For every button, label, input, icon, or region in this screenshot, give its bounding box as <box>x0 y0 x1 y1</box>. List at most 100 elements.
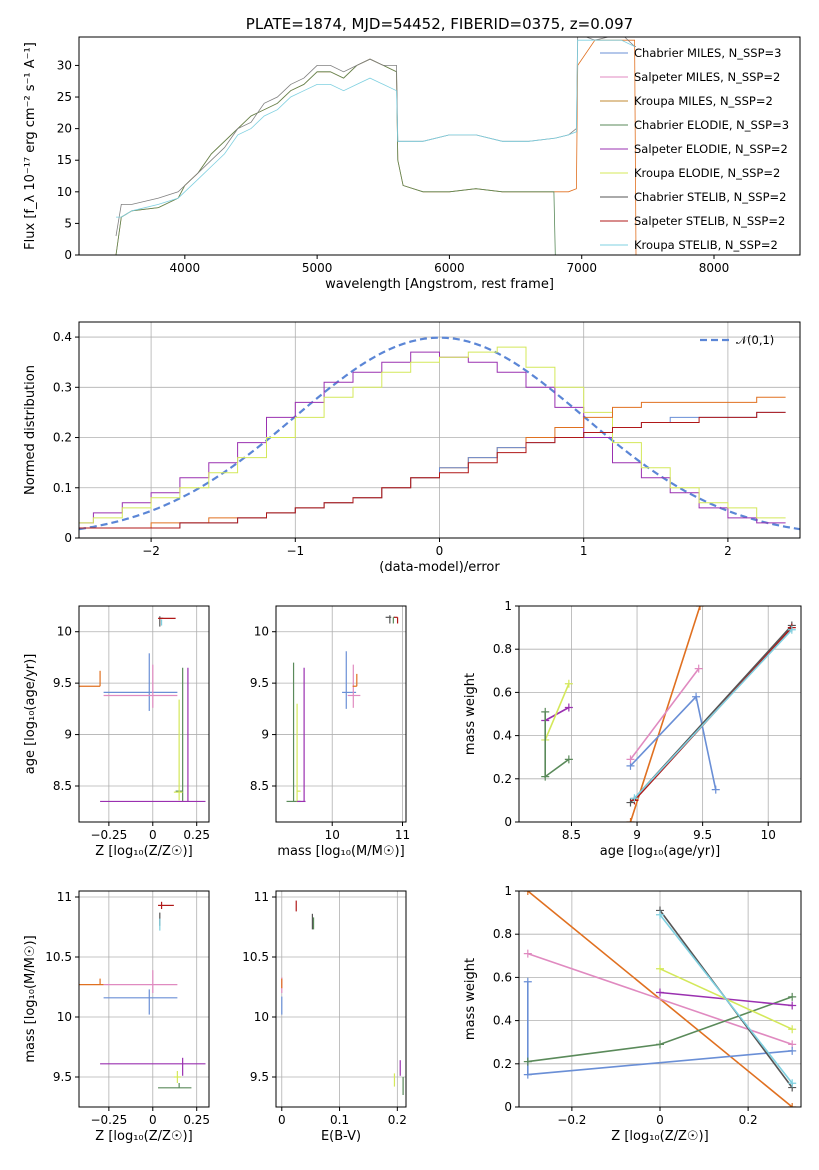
weight-vs-age-ytick-label: 0.2 <box>493 772 512 786</box>
weight-vs-Z-ylabel: mass weight <box>463 958 478 1040</box>
residuals-ytick-label: 0.2 <box>53 431 72 445</box>
weight-vs-Z-axes-frame <box>518 890 802 1108</box>
weight-vs-age-weight-point <box>630 794 639 803</box>
age-vs-Z-ytick-label: 8.5 <box>53 779 72 793</box>
spectrum-plot-area <box>115 37 637 255</box>
age-vs-Z-xlabel: Z [log₁₀(Z/Z☉)] <box>95 844 192 859</box>
weight-vs-age-weight-line <box>633 629 793 799</box>
mass-vs-Z-ylabel: mass [log₁₀(M/M☉)] <box>23 935 38 1062</box>
spectrum-xtick-label: 8000 <box>699 261 730 275</box>
spectrum-ylabel: Flux [f_λ 10⁻¹⁷ erg cm⁻² s⁻¹ A⁻¹] <box>23 42 38 250</box>
mass-vs-Z-xlabel: Z [log₁₀(Z/Z☉)] <box>95 1129 192 1144</box>
weight-vs-Z-ytick-label: 0.8 <box>493 927 512 941</box>
weight-vs-age-ytick-label: 0.6 <box>493 685 512 699</box>
weight-vs-Z-xtick-label: 0.2 <box>739 1113 758 1127</box>
weight-vs-age-weight-line <box>544 706 570 722</box>
weight-vs-age-weight-point <box>694 664 703 673</box>
mass-vs-Z-axes-frame <box>78 890 210 1108</box>
age-vs-mass-ytick-label: 8.5 <box>250 779 269 793</box>
age-vs-mass-axes-frame <box>275 605 407 823</box>
weight-vs-Z-weight-point <box>788 1079 797 1088</box>
age-vs-Z-xtick-label: 0 <box>149 828 157 842</box>
mass-vs-Z-xtick-label: 0.25 <box>183 1113 210 1127</box>
residuals-histogram-step <box>79 351 786 524</box>
legend-label: Salpeter ELODIE, N_SSP=2 <box>634 142 788 156</box>
spectrum-ytick-label: 5 <box>64 216 72 230</box>
age-vs-mass-ytick-label: 9 <box>261 728 269 742</box>
residuals-ytick-label: 0 <box>64 531 72 545</box>
spectrum-ytick-label: 10 <box>57 185 72 199</box>
mass-vs-ebv-ytick-label: 9.5 <box>250 1070 269 1084</box>
age-vs-Z-ytick-label: 10 <box>57 625 72 639</box>
mass-vs-ebv-xtick-label: 0.1 <box>330 1113 349 1127</box>
weight-vs-age-weight-point <box>696 606 705 610</box>
legend-label: Kroupa MILES, N_SSP=2 <box>634 94 773 108</box>
residuals-xtick-label: −1 <box>286 544 304 558</box>
weight-vs-Z-ytick-label: 0 <box>504 1100 512 1114</box>
weight-vs-age-weight-point <box>564 679 573 688</box>
residuals-histogram-step <box>79 411 786 529</box>
weight-vs-Z-ytick-label: 0.2 <box>493 1057 512 1071</box>
mass-vs-ebv-xtick-label: 0 <box>278 1113 286 1127</box>
age-vs-Z-ylabel: age [log₁₀(age/yr)] <box>23 654 38 775</box>
weight-vs-Z-weight-line <box>659 914 793 1084</box>
weight-vs-Z-weight-point <box>656 910 664 919</box>
residuals-xtick-label: 1 <box>580 544 588 558</box>
age-vs-Z-xtick-label: −0.25 <box>90 828 127 842</box>
weight-vs-age-xtick-label: 10 <box>761 828 776 842</box>
weight-vs-Z-weight-point <box>523 949 532 958</box>
mass-vs-ebv-xlabel: E(B-V) <box>321 1129 361 1144</box>
weight-vs-age-weight-point <box>626 755 635 764</box>
weight-vs-age-weight-point <box>541 707 550 716</box>
weight-vs-age-ytick-label: 1 <box>504 599 512 613</box>
weight-vs-Z-weight-point <box>523 1057 532 1066</box>
spectrum-xtick-label: 6000 <box>434 261 465 275</box>
weight-vs-age-weight-point <box>564 755 573 764</box>
weight-vs-Z-plot-area <box>519 891 801 1107</box>
legend-label: Salpeter STELIB, N_SSP=2 <box>634 214 785 228</box>
weight-vs-Z-xtick-label: −0.2 <box>557 1113 586 1127</box>
age-vs-Z-xtick-label: 0.25 <box>183 828 210 842</box>
weight-vs-Z-ytick-label: 1 <box>504 884 512 898</box>
age-vs-mass-xtick-label: 11 <box>395 828 410 842</box>
age-vs-mass-plot-area <box>276 606 406 822</box>
weight-vs-age-weight-point <box>692 692 701 701</box>
residuals-axes-frame <box>78 321 801 539</box>
weight-vs-Z-weight-point <box>523 891 532 895</box>
age-vs-mass-xlabel: mass [log₁₀(M/M☉)] <box>277 844 404 859</box>
residuals-ytick-label: 0.1 <box>53 481 72 495</box>
spectrum-spectrum-line <box>115 39 637 255</box>
mass-vs-Z-plot-area <box>79 891 209 1107</box>
legend-label: Chabrier ELODIE, N_SSP=3 <box>634 118 789 132</box>
weight-vs-Z-ytick-label: 0.4 <box>493 1014 512 1028</box>
normal-legend-label: 𝒩(0,1) <box>736 333 774 347</box>
residuals-xlabel: (data-model)/error <box>379 560 500 575</box>
weight-vs-age-xtick-label: 8.5 <box>562 828 581 842</box>
weight-vs-Z-xlabel: Z [log₁₀(Z/Z☉)] <box>611 1129 708 1144</box>
mass-vs-Z-xtick-label: −0.25 <box>90 1113 127 1127</box>
spectrum-spectrum-line <box>115 58 556 255</box>
age-vs-Z-plot-area <box>79 606 209 822</box>
mass-vs-Z-ytick-label: 10.5 <box>45 950 72 964</box>
mass-vs-ebv-plot-area <box>276 891 406 1107</box>
mass-vs-Z-xtick-label: 0 <box>149 1113 157 1127</box>
spectrum-xtick-label: 7000 <box>566 261 597 275</box>
weight-vs-Z-weight-point <box>656 1040 664 1049</box>
weight-vs-age-xtick-label: 9.5 <box>693 828 712 842</box>
legend-label: Kroupa ELODIE, N_SSP=2 <box>634 166 780 180</box>
weight-vs-Z-xtick-label: 0 <box>656 1113 664 1127</box>
weight-vs-age-weight-line <box>629 668 700 760</box>
legend-label: Chabrier STELIB, N_SSP=2 <box>634 190 786 204</box>
mass-vs-ebv-ytick-label: 10 <box>254 1010 269 1024</box>
spectrum-title: PLATE=1874, MJD=54452, FIBERID=0375, z=0… <box>246 15 633 33</box>
mass-vs-ebv-axes-frame <box>275 890 407 1108</box>
legend-label: Kroupa STELIB, N_SSP=2 <box>634 238 778 252</box>
age-vs-Z-axes-frame <box>78 605 210 823</box>
weight-vs-age-weight-line <box>544 711 570 779</box>
weight-vs-Z-ytick-label: 0.6 <box>493 970 512 984</box>
weight-vs-Z-weight-point <box>788 992 797 1001</box>
weight-vs-age-weight-point <box>711 785 720 794</box>
age-vs-mass-ytick-label: 10 <box>254 625 269 639</box>
mass-vs-Z-ytick-label: 10 <box>57 1010 72 1024</box>
spectrum-spectrum-line <box>116 39 635 218</box>
